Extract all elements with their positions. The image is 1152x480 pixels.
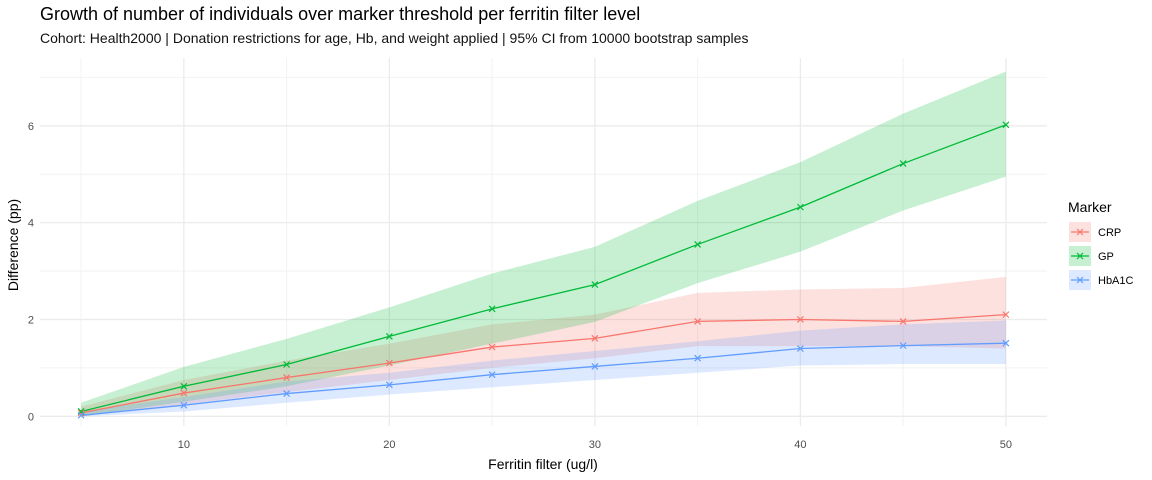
data-point-crp: [694, 317, 702, 325]
data-point-hba1c: [180, 401, 188, 409]
data-point-crp: [796, 316, 804, 323]
data-point-hba1c: [283, 390, 291, 397]
data-point-gp: [796, 203, 804, 211]
data-point-hba1c: [77, 411, 85, 419]
series-lines: [80, 124, 1007, 416]
data-point-gp: [591, 281, 599, 289]
data-point-gp: [488, 305, 496, 313]
x-tick-label: 50: [1000, 439, 1012, 451]
data-point-crp: [283, 374, 291, 382]
legend-item-crp: CRP: [1069, 222, 1121, 242]
legend-label: GP: [1098, 251, 1114, 263]
ci-ribbon-gp: [81, 71, 1006, 417]
legend-key-marker: [1076, 252, 1084, 260]
x-tick-label: 20: [383, 439, 395, 451]
legend-label: CRP: [1098, 227, 1121, 239]
legend-key-marker: [1076, 276, 1084, 284]
data-point-crp: [1002, 311, 1010, 319]
y-tick-label: 2: [28, 314, 34, 326]
data-point-gp: [694, 240, 702, 248]
data-point-gp: [1002, 121, 1010, 129]
legend-item-hba1c: HbA1C: [1069, 270, 1134, 290]
series-line-crp: [80, 313, 1006, 414]
y-axis-ticks: 0 2 4 6: [28, 121, 34, 424]
data-point-crp: [899, 317, 907, 325]
data-point-gp: [385, 332, 393, 340]
data-point-hba1c: [796, 345, 804, 352]
x-axis-ticks: 10 20 30 40 50: [178, 439, 1012, 451]
data-point-gp: [180, 382, 188, 390]
x-tick-label: 10: [178, 439, 190, 451]
x-axis-label: Ferritin filter (ug/l): [488, 456, 598, 472]
chart-subtitle: Cohort: Health2000 | Donation restrictio…: [40, 30, 749, 46]
y-tick-label: 4: [28, 218, 34, 230]
chart-title: Growth of number of individuals over mar…: [40, 4, 641, 24]
x-tick-label: 30: [589, 439, 601, 451]
confidence-ribbons: [81, 71, 1006, 417]
series-line-hba1c: [81, 342, 1006, 416]
data-point-crp: [385, 359, 393, 367]
data-point-gp: [899, 160, 907, 167]
series-points: [77, 121, 1010, 419]
data-point-hba1c: [694, 354, 702, 362]
legend-key-marker: [1076, 228, 1084, 236]
y-tick-label: 0: [28, 411, 34, 423]
data-point-gp: [283, 361, 291, 368]
data-point-crp: [488, 343, 496, 351]
series-line-gp: [80, 124, 1007, 413]
data-point-hba1c: [488, 371, 496, 379]
y-axis-label: Difference (pp): [5, 199, 21, 291]
data-point-hba1c: [385, 381, 393, 389]
data-point-crp: [591, 334, 599, 342]
data-point-hba1c: [1002, 339, 1010, 347]
legend-title: Marker: [1068, 199, 1112, 215]
data-point-hba1c: [591, 363, 599, 370]
y-tick-label: 6: [28, 121, 34, 133]
ci-ribbon-hba1c: [81, 320, 1006, 417]
legend-label: HbA1C: [1098, 275, 1134, 287]
ci-ribbon-crp: [81, 276, 1006, 417]
x-tick-label: 40: [794, 439, 806, 451]
legend-item-gp: GP: [1069, 246, 1114, 266]
data-point-crp: [77, 409, 85, 417]
legend: Marker CRP GP HbA1C: [1068, 199, 1134, 290]
data-point-hba1c: [899, 342, 907, 350]
data-point-crp: [180, 389, 188, 397]
